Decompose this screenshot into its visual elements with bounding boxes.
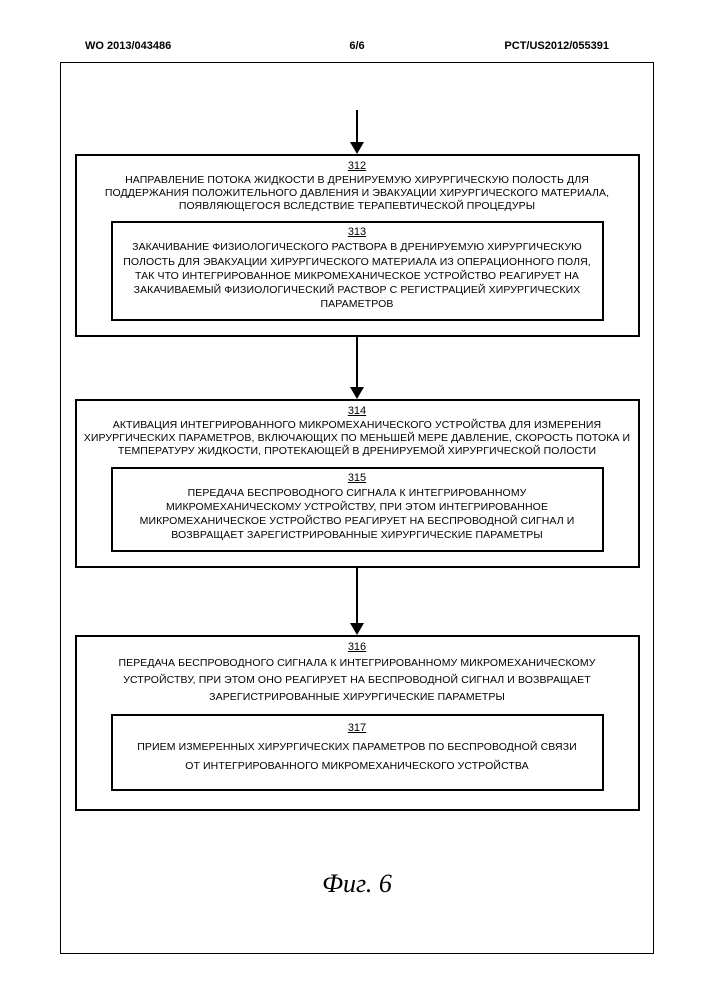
- flow-box-312: 312 НАПРАВЛЕНИЕ ПОТОКА ЖИДКОСТИ В ДРЕНИР…: [75, 154, 640, 337]
- flowchart: 312 НАПРАВЛЕНИЕ ПОТОКА ЖИДКОСТИ В ДРЕНИР…: [70, 110, 644, 811]
- box-text: ПЕРЕДАЧА БЕСПРОВОДНОГО СИГНАЛА К ИНТЕГРИ…: [123, 486, 592, 543]
- arrow-head-icon: [350, 142, 364, 154]
- page: WO 2013/043486 6/6 PCT/US2012/055391 312…: [0, 0, 714, 999]
- box-text: АКТИВАЦИЯ ИНТЕГРИРОВАННОГО МИКРОМЕХАНИЧЕ…: [83, 419, 632, 458]
- arrow-line: [356, 110, 358, 142]
- arrow-connector: [350, 337, 364, 399]
- flow-box-316: 316 ПЕРЕДАЧА БЕСПРОВОДНОГО СИГНАЛА К ИНТ…: [75, 635, 640, 811]
- flow-box-315: 315 ПЕРЕДАЧА БЕСПРОВОДНОГО СИГНАЛА К ИНТ…: [111, 467, 604, 553]
- header-left: WO 2013/043486: [85, 40, 171, 52]
- box-number: 313: [123, 226, 592, 238]
- box-text: НАПРАВЛЕНИЕ ПОТОКА ЖИДКОСТИ В ДРЕНИРУЕМУ…: [83, 174, 632, 213]
- box-text: ЗАКАЧИВАНИЕ ФИЗИОЛОГИЧЕСКОГО РАСТВОРА В …: [123, 240, 592, 311]
- box-text: ПЕРЕДАЧА БЕСПРОВОДНОГО СИГНАЛА К ИНТЕГРИ…: [83, 655, 632, 705]
- flow-box-317: 317 ПРИЕМ ИЗМЕРЕННЫХ ХИРУРГИЧЕСКИХ ПАРАМ…: [111, 714, 604, 792]
- box-number: 312: [83, 160, 632, 172]
- box-number: 314: [83, 405, 632, 417]
- arrow-head-icon: [350, 387, 364, 399]
- flow-box-314: 314 АКТИВАЦИЯ ИНТЕГРИРОВАННОГО МИКРОМЕХА…: [75, 399, 640, 568]
- figure-caption: Фиг. 6: [322, 869, 392, 899]
- header-center: 6/6: [349, 40, 364, 52]
- arrow-line: [356, 568, 358, 623]
- box-number: 316: [83, 641, 632, 653]
- arrow-connector: [350, 568, 364, 635]
- box-number: 315: [123, 472, 592, 484]
- arrow-entry: [350, 110, 364, 154]
- arrow-line: [356, 337, 358, 387]
- arrow-head-icon: [350, 623, 364, 635]
- box-number: 317: [131, 722, 584, 734]
- header-right: PCT/US2012/055391: [504, 40, 609, 52]
- flow-box-313: 313 ЗАКАЧИВАНИЕ ФИЗИОЛОГИЧЕСКОГО РАСТВОР…: [111, 221, 604, 321]
- box-text: ПРИЕМ ИЗМЕРЕННЫХ ХИРУРГИЧЕСКИХ ПАРАМЕТРО…: [131, 738, 584, 776]
